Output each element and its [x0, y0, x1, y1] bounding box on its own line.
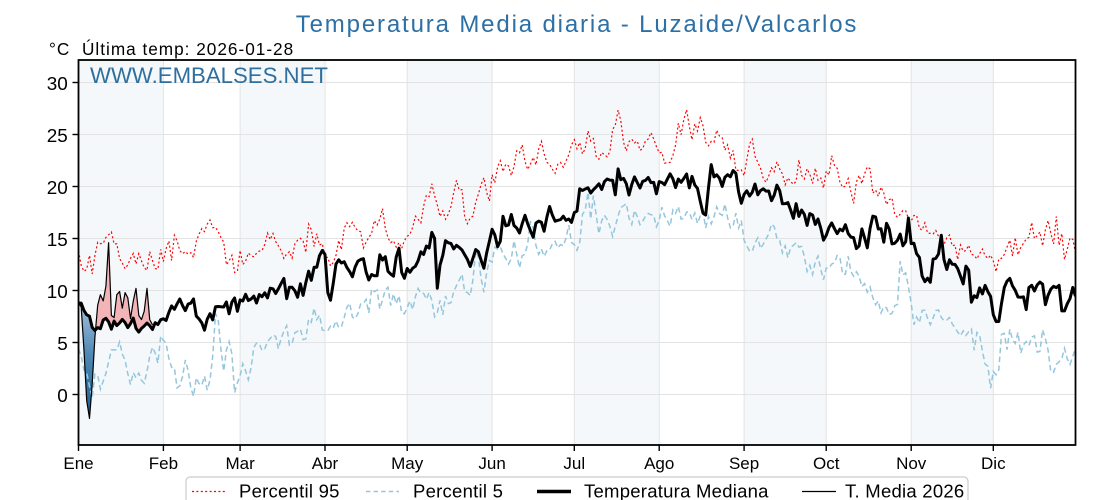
svg-text:5: 5 [57, 334, 68, 355]
svg-text:Percentil 5: Percentil 5 [413, 481, 503, 500]
svg-text:°C: °C [49, 39, 70, 59]
svg-text:30: 30 [47, 74, 68, 95]
svg-text:Abr: Abr [312, 454, 339, 473]
svg-text:20: 20 [47, 178, 68, 199]
svg-text:Dic: Dic [981, 454, 1006, 473]
svg-text:Nov: Nov [896, 454, 927, 473]
svg-text:Temperatura Mediana: Temperatura Mediana [584, 481, 769, 500]
svg-text:May: May [391, 454, 424, 473]
svg-text:Jun: Jun [478, 454, 505, 473]
svg-text:Sep: Sep [729, 454, 759, 473]
svg-text:Última temp: 2026-01-28: Última temp: 2026-01-28 [82, 39, 294, 59]
svg-text:WWW.EMBALSES.NET: WWW.EMBALSES.NET [90, 63, 328, 88]
svg-text:Temperatura Media diaria - Luz: Temperatura Media diaria - Luzaide/Valca… [296, 11, 859, 38]
svg-text:T. Media 2026: T. Media 2026 [845, 481, 964, 500]
svg-text:Ago: Ago [644, 454, 674, 473]
svg-text:10: 10 [47, 282, 68, 303]
svg-text:0: 0 [57, 386, 68, 407]
svg-text:Mar: Mar [225, 454, 255, 473]
svg-text:Percentil 95: Percentil 95 [239, 481, 340, 500]
svg-text:15: 15 [47, 230, 68, 251]
svg-text:Jul: Jul [563, 454, 585, 473]
svg-text:25: 25 [47, 126, 68, 147]
svg-text:Ene: Ene [63, 454, 93, 473]
svg-text:Oct: Oct [813, 454, 840, 473]
svg-text:Feb: Feb [149, 454, 178, 473]
